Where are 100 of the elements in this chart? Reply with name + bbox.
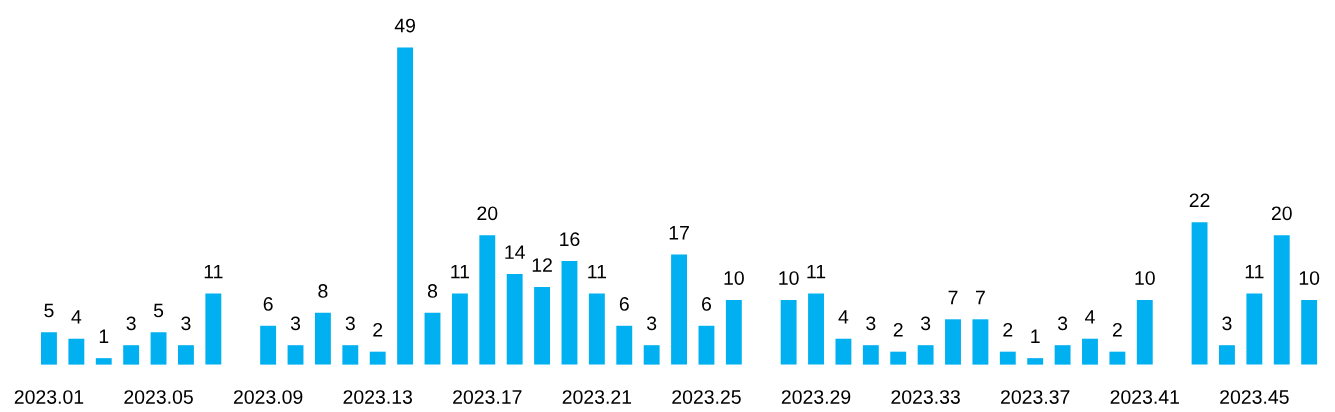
bar — [999, 351, 1016, 365]
data-label: 11 — [204, 264, 223, 279]
x-tick-label: 2023.33 — [891, 390, 960, 404]
bar — [287, 345, 304, 365]
data-label: 49 — [394, 18, 415, 33]
bar — [917, 345, 934, 365]
bar — [534, 286, 551, 365]
bar — [1301, 299, 1318, 365]
bar — [835, 338, 852, 365]
bar — [725, 299, 742, 365]
bar — [68, 338, 85, 365]
bar — [671, 254, 687, 365]
data-label: 14 — [505, 245, 525, 259]
bar — [41, 332, 57, 365]
bar — [808, 293, 824, 365]
bar — [1219, 345, 1235, 365]
data-label: 1 — [1031, 329, 1040, 343]
bar — [1136, 299, 1153, 365]
bar — [260, 325, 277, 365]
data-label: 7 — [975, 290, 985, 305]
data-label: 2 — [893, 322, 903, 337]
data-label: 20 — [1271, 206, 1292, 221]
bar — [1054, 345, 1071, 365]
bar — [890, 351, 907, 365]
data-label: 6 — [263, 297, 273, 311]
data-label: 3 — [1057, 316, 1068, 331]
x-tick-label: 2023.45 — [1220, 390, 1289, 404]
bar — [342, 345, 359, 365]
bar — [1191, 222, 1208, 365]
x-tick-label: 2023.09 — [233, 390, 303, 404]
bar — [479, 235, 496, 365]
bar — [95, 358, 112, 365]
bar — [150, 332, 167, 365]
x-tick-label: 2023.37 — [1001, 390, 1070, 404]
bar — [451, 293, 468, 365]
bar — [424, 312, 441, 365]
data-label: 20 — [477, 206, 498, 221]
data-label: 3 — [345, 316, 355, 331]
data-label: 16 — [560, 232, 580, 247]
data-label: 5 — [44, 303, 54, 318]
data-label: 12 — [532, 258, 552, 272]
data-label: 11 — [807, 264, 826, 279]
bar — [780, 299, 797, 365]
bar — [506, 273, 523, 365]
data-label: 3 — [290, 316, 301, 331]
data-label: 11 — [451, 264, 470, 279]
data-label: 8 — [318, 284, 328, 298]
bar — [698, 325, 715, 365]
bar — [314, 312, 331, 365]
bar — [1082, 338, 1098, 365]
bar — [178, 345, 194, 365]
data-label: 3 — [181, 316, 191, 331]
x-tick-label: 2023.21 — [562, 390, 632, 404]
data-label: 3 — [920, 316, 931, 331]
data-label: 3 — [647, 316, 657, 331]
bar — [397, 47, 414, 365]
data-label: 22 — [1189, 193, 1210, 208]
x-tick-label: 2023.25 — [672, 390, 741, 404]
data-label: 11 — [588, 264, 607, 279]
x-tick-label: 2023.41 — [1110, 390, 1179, 404]
data-label: 1 — [99, 329, 109, 343]
data-label: 4 — [71, 310, 82, 324]
bar — [972, 319, 989, 365]
data-label: 17 — [669, 226, 689, 240]
bar — [561, 261, 578, 365]
bar — [643, 345, 660, 365]
x-tick-label: 2023.13 — [343, 390, 412, 404]
bar — [1273, 235, 1290, 365]
data-label: 8 — [427, 284, 438, 298]
bar — [1246, 293, 1263, 365]
data-label: 11 — [1245, 264, 1264, 279]
bar — [205, 293, 222, 365]
data-label: 2 — [373, 322, 383, 337]
data-label: 4 — [1085, 310, 1095, 324]
x-tick-label: 2023.01 — [14, 390, 84, 404]
data-label: 3 — [866, 316, 876, 331]
data-label: 10 — [1135, 271, 1155, 285]
data-label: 10 — [1299, 271, 1320, 285]
data-label: 4 — [838, 310, 849, 324]
bar — [616, 325, 633, 365]
bar — [588, 293, 605, 365]
data-label: 7 — [948, 290, 958, 305]
bar — [945, 319, 961, 365]
data-label: 2 — [1003, 322, 1013, 337]
x-tick-label: 2023.05 — [124, 390, 193, 404]
data-label: 6 — [619, 297, 629, 311]
bar — [862, 345, 879, 365]
data-label: 5 — [153, 303, 164, 318]
bar — [123, 345, 140, 365]
x-tick-label: 2023.17 — [453, 390, 522, 404]
data-label: 6 — [702, 297, 711, 311]
data-label: 3 — [126, 316, 136, 331]
data-label: 2 — [1112, 322, 1122, 337]
bar — [1109, 351, 1126, 365]
x-tick-label: 2023.29 — [781, 390, 851, 404]
data-label: 3 — [1222, 316, 1232, 331]
bar — [1027, 358, 1044, 365]
data-label: 10 — [724, 271, 744, 285]
bar — [369, 351, 386, 365]
data-label: 10 — [779, 271, 799, 285]
